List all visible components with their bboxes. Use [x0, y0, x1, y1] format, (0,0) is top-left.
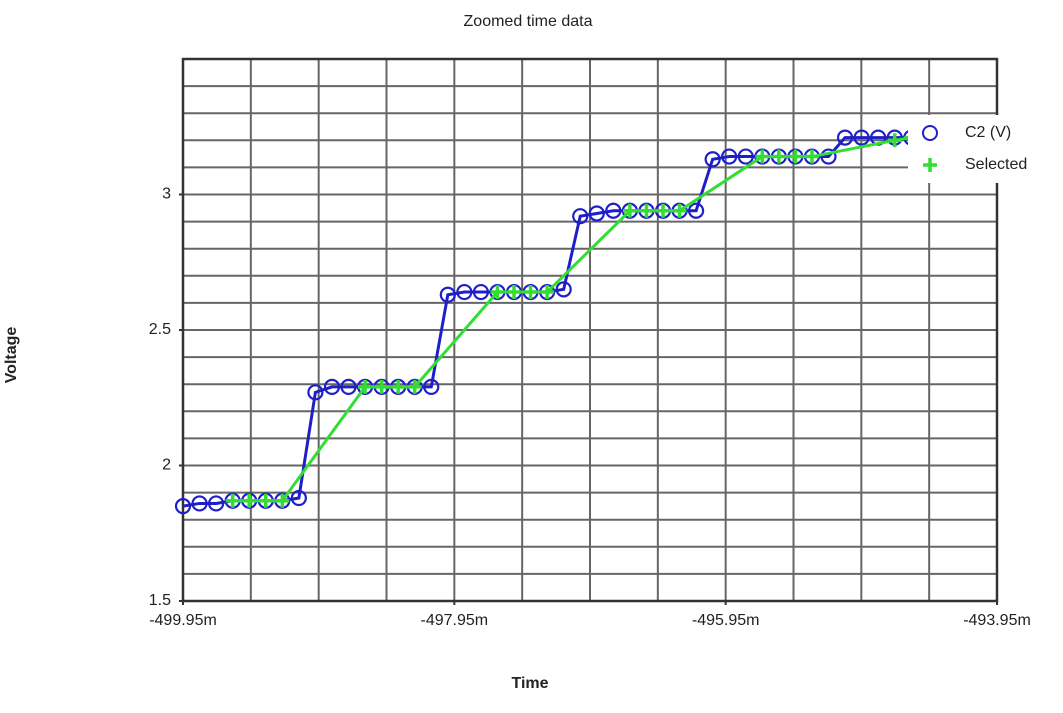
- data-point: [323, 378, 341, 396]
- data-point: [225, 493, 240, 508]
- data-point: [208, 495, 225, 512]
- data-point: [275, 493, 290, 508]
- data-point: [721, 148, 738, 165]
- data-point: [307, 384, 324, 401]
- data-point: [704, 151, 721, 168]
- data-point: [853, 129, 870, 146]
- data-point: [687, 202, 705, 219]
- x-tick-label: -495.95m: [692, 612, 760, 629]
- data-point: [507, 285, 522, 300]
- data-point: [887, 133, 902, 148]
- data-point: [423, 378, 440, 396]
- data-point: [456, 283, 473, 301]
- series-line: [182, 130, 929, 508]
- data-point: [191, 495, 208, 512]
- data-point: [290, 489, 307, 507]
- x-tick-label: -493.95m: [963, 612, 1031, 629]
- data-point: [555, 281, 572, 298]
- x-tick-label: -499.95m: [149, 612, 217, 629]
- data-point: [572, 208, 589, 225]
- data-point: [771, 149, 786, 164]
- data-point: [755, 149, 770, 164]
- legend-marker: [923, 158, 937, 172]
- legend-marker: [922, 125, 938, 141]
- data-point: [358, 379, 373, 394]
- legend-label: Selected: [965, 156, 1027, 173]
- data-point: [472, 283, 490, 301]
- data-point: [622, 203, 637, 218]
- data-point: [242, 493, 257, 508]
- data-point: [836, 129, 854, 146]
- x-tick-label: -497.95m: [421, 612, 489, 629]
- data-point: [820, 148, 837, 165]
- x-axis-label: Time: [511, 675, 548, 692]
- y-tick-label: 2.5: [149, 321, 171, 338]
- data-point: [540, 285, 555, 300]
- legend-label: C2 (V): [965, 124, 1011, 141]
- y-tick-label: 2: [162, 457, 171, 474]
- chart-title: Zoomed time data: [464, 13, 593, 30]
- data-point: [391, 379, 406, 394]
- data-point: [605, 202, 622, 219]
- data-point: [588, 205, 605, 222]
- y-tick-label: 3: [162, 186, 171, 203]
- data-point: [439, 286, 456, 303]
- y-tick-label: 1.5: [149, 592, 171, 609]
- data-point: [407, 379, 422, 394]
- data-point: [258, 493, 273, 508]
- series-line: [232, 136, 945, 503]
- data-point: [174, 498, 192, 515]
- y-axis-label: Voltage: [3, 327, 20, 384]
- data-point: [804, 149, 819, 164]
- data-point: [340, 378, 357, 396]
- data-point: [655, 203, 670, 218]
- data-point: [737, 148, 754, 165]
- data-point: [672, 203, 687, 218]
- data-point: [374, 379, 389, 394]
- data-point: [788, 149, 803, 164]
- data-point: [523, 285, 538, 300]
- data-point: [639, 203, 654, 218]
- data-point: [490, 285, 505, 300]
